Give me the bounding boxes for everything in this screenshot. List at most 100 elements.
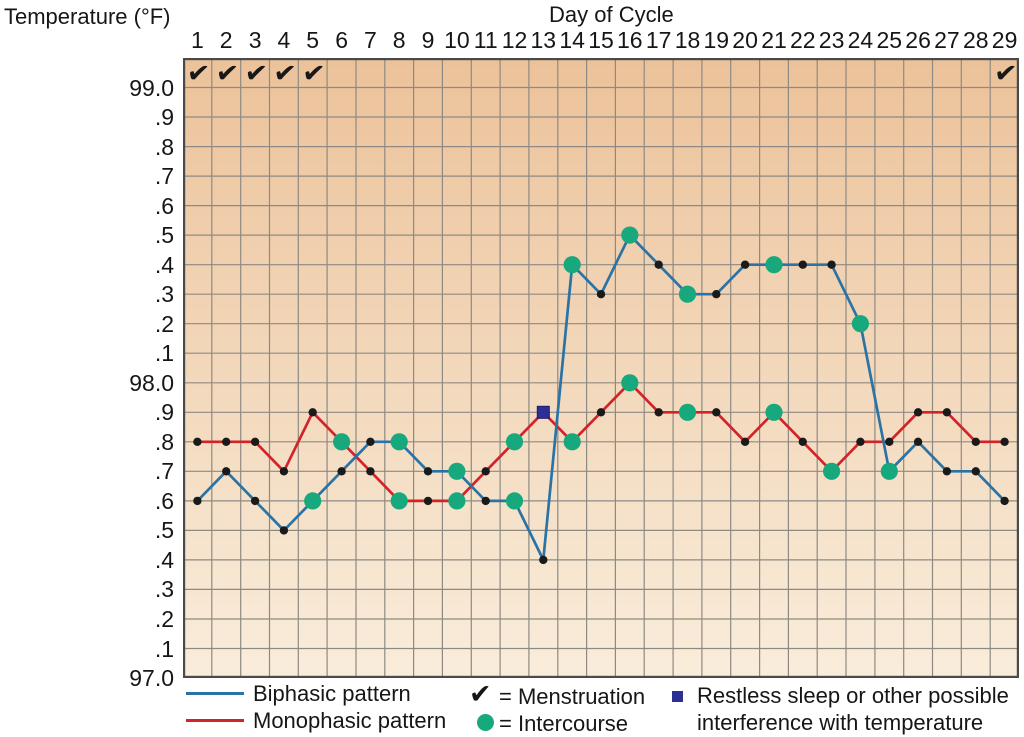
intercourse-marker: [304, 492, 322, 510]
day-label: 2: [219, 27, 233, 53]
grid-lines: [183, 58, 1019, 678]
temperature-dot: [740, 260, 750, 269]
day-label: 1: [190, 27, 204, 53]
svg-text:✔: ✔: [993, 58, 1019, 90]
intercourse-marker: [390, 433, 408, 451]
temperature-dot: [827, 260, 836, 269]
temperature-label: .6: [154, 192, 174, 219]
day-label: 29: [991, 27, 1018, 53]
x-axis-title: Day of Cycle: [549, 2, 674, 27]
day-label: 10: [444, 27, 470, 53]
intercourse-circle-icon: [477, 714, 494, 731]
temperature-dot: [798, 437, 807, 446]
day-label: 28: [963, 27, 989, 53]
svg-text:✔: ✔: [214, 58, 240, 90]
intercourse-marker: [563, 256, 581, 274]
plot-background: [183, 58, 1019, 678]
temperature-dot: [279, 526, 289, 535]
temperature-label: .4: [154, 251, 174, 278]
temperature-label: .6: [154, 487, 174, 514]
temperature-label: 98.0: [129, 369, 174, 396]
day-label: 15: [588, 27, 614, 53]
temperature-dot: [423, 467, 433, 476]
monophasic-line-swatch: [186, 719, 244, 722]
day-label: 12: [501, 27, 528, 53]
temperature-label: .9: [154, 104, 174, 130]
temperature-dot: [366, 437, 375, 446]
temperature-label: 97.0: [129, 665, 174, 691]
temperature-dot: [885, 437, 894, 446]
day-label: 19: [703, 27, 730, 53]
day-label: 27: [934, 27, 960, 53]
temperature-label: .5: [154, 222, 174, 249]
temperature-dot: [971, 437, 980, 446]
intercourse-marker: [678, 285, 697, 303]
intercourse-marker: [880, 462, 898, 480]
day-label: 9: [421, 27, 435, 53]
day-label: 18: [674, 27, 701, 53]
day-label: 5: [306, 27, 320, 53]
intercourse-marker: [448, 462, 466, 480]
day-label: 21: [761, 27, 787, 53]
temperature-label: .4: [154, 546, 174, 573]
temperature-dot: [481, 467, 490, 476]
day-label: 26: [905, 27, 931, 53]
svg-text:✔: ✔: [272, 58, 298, 90]
intercourse-marker: [621, 374, 639, 392]
day-axis-labels: 1 2 3 4 5 6 7 8 9 10 11 12 13 14 15 16 17 18 19 20 21 22 23 24 2…: [183, 27, 1019, 53]
monophasic-legend-label: Monophasic pattern: [253, 708, 447, 733]
svg-text:✔: ✔: [185, 58, 211, 90]
intercourse-legend-label: = Intercourse: [499, 711, 629, 736]
menstruation-checkmarks: ✔ ✔ ✔ ✔ ✔ ✔: [185, 58, 1018, 90]
temperature-label: .2: [154, 606, 174, 632]
day-label: 13: [530, 27, 557, 53]
menstruation-check-icon: ✔: [469, 679, 492, 709]
svg-text:✔: ✔: [301, 58, 327, 90]
temperature-dot: [596, 290, 606, 299]
temperature-dot: [913, 437, 923, 446]
intercourse-marker: [765, 256, 783, 274]
temperature-dot: [308, 408, 317, 417]
intercourse-marker: [823, 462, 841, 480]
temperature-dot: [481, 496, 490, 506]
temperature-label: .2: [154, 310, 174, 337]
temperature-dot: [856, 437, 865, 446]
temperature-dot: [1000, 496, 1009, 506]
intercourse-marker: [333, 433, 351, 451]
intercourse-marker: [678, 403, 697, 421]
temperature-dot: [193, 437, 202, 446]
temperature-dot: [654, 408, 663, 417]
plot-border: [183, 58, 1019, 678]
legend: Biphasic pattern Monophasic pattern ✔ = …: [0, 678, 1024, 736]
temperature-dot: [222, 467, 231, 476]
chart-plot-area: ✔ ✔ ✔ ✔ ✔ ✔: [183, 58, 1019, 678]
day-label: 20: [732, 27, 758, 53]
day-label: 22: [790, 27, 816, 53]
temperature-dot: [654, 260, 663, 269]
temperature-label: .7: [154, 163, 174, 190]
temperature-dot: [971, 467, 980, 476]
temperature-label: .1: [154, 340, 174, 367]
y-axis-title: Temperature (°F): [4, 4, 171, 29]
temperature-dot: [798, 260, 807, 269]
day-label: 7: [363, 27, 377, 53]
temperature-label: .1: [154, 635, 174, 662]
biphasic-line-swatch: [186, 692, 244, 695]
temperature-dot: [193, 496, 202, 506]
intercourse-marker: [765, 403, 783, 421]
day-label: 3: [248, 27, 262, 53]
temperature-dot: [250, 437, 260, 446]
temperature-dot: [222, 437, 231, 446]
restless-sleep-square-icon: [672, 691, 683, 702]
temperature-label: .7: [154, 458, 174, 485]
temperature-dot: [942, 467, 952, 476]
temperature-dot: [1000, 437, 1009, 446]
day-label: 4: [277, 27, 291, 53]
intercourse-marker: [563, 433, 581, 451]
intercourse-marker: [505, 492, 524, 510]
restless-sleep-legend-label: Restless sleep or other possible interfe…: [697, 683, 1009, 735]
temperature-label: .3: [154, 576, 174, 603]
temperature-dot: [539, 555, 548, 565]
temperature-dot: [712, 290, 721, 299]
temperature-dot: [913, 408, 923, 417]
